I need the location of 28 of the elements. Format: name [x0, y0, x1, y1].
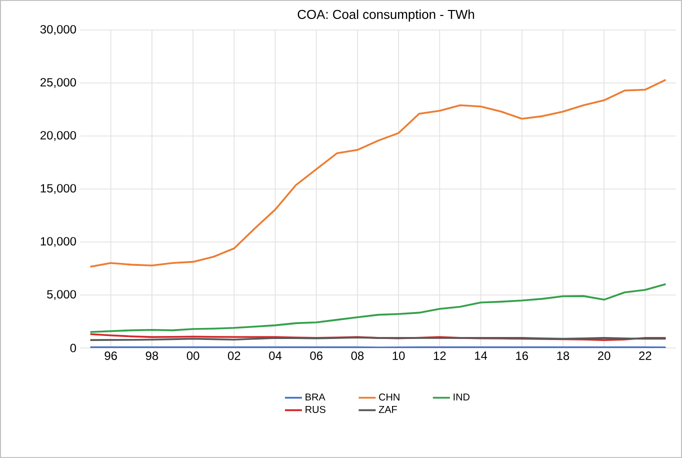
x-tick-label: 10	[392, 352, 405, 360]
x-tick-label: 06	[310, 352, 322, 360]
x-tick-label: 98	[146, 352, 158, 360]
y-tick-label: 0	[70, 344, 76, 352]
legend-label: IND	[454, 394, 470, 400]
x-tick-label: 04	[269, 352, 282, 360]
y-tick-label: 20,000	[40, 131, 76, 141]
x-tick-label: 16	[516, 352, 528, 360]
x-tick-label: 14	[475, 352, 488, 360]
y-tick-label: 10,000	[40, 237, 76, 247]
y-tick-label: 25,000	[40, 78, 76, 88]
legend-label: BRA	[306, 394, 326, 400]
x-tick-label: 96	[104, 352, 117, 360]
y-tick-label: 15,000	[40, 184, 76, 194]
x-tick-label: 08	[351, 352, 364, 360]
legend-label: RUS	[306, 406, 326, 414]
legend-label: ZAF	[378, 406, 397, 413]
legend-label: CHN	[379, 394, 400, 401]
y-tick-label: 5,000	[47, 290, 76, 300]
x-tick-label: 22	[639, 352, 652, 360]
chart-title: COA: Coal consumption - TWh	[298, 10, 474, 22]
x-tick-label: 02	[228, 352, 240, 360]
x-tick-label: 20	[598, 352, 610, 360]
x-tick-label: 00	[186, 352, 200, 360]
line-series	[89, 78, 667, 268]
x-tick-label: 18	[557, 352, 570, 360]
x-tick-label: 12	[434, 352, 446, 360]
y-tick-label: 30,000	[40, 25, 76, 35]
